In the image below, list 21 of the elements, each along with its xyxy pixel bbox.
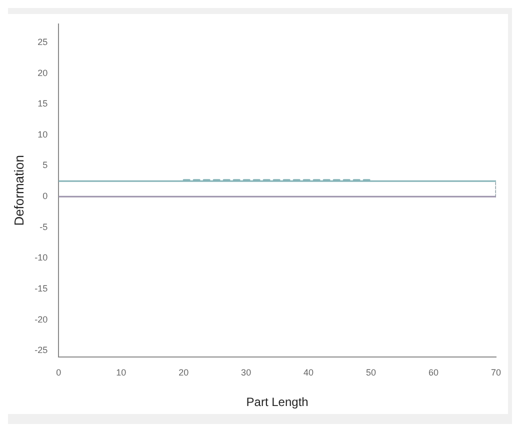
x-axis-title: Part Length	[246, 395, 308, 410]
y-tick-label: 0	[42, 191, 48, 202]
y-tick-label: -15	[34, 283, 48, 294]
y-axis-title: Deformation	[11, 154, 26, 226]
y-tick-label: -25	[34, 345, 48, 356]
x-tick-label: 50	[366, 368, 376, 378]
y-tick-label: 20	[38, 68, 48, 78]
y-tick-label: -5	[40, 222, 48, 232]
y-tick-label: 25	[38, 36, 48, 47]
x-tick-label: 0	[56, 368, 62, 378]
y-tick-label: -10	[34, 252, 48, 263]
x-tick-label: 30	[241, 368, 252, 378]
y-tick-label: 10	[38, 129, 48, 140]
y-tick-label: -20	[34, 314, 48, 324]
x-tick-label: 10	[116, 368, 126, 378]
y-tick-label: 5	[42, 160, 48, 170]
y-tick-label: 15	[38, 98, 48, 109]
x-tick-label: 60	[428, 368, 439, 378]
x-tick-label: 20	[178, 368, 189, 378]
x-tick-label: 40	[304, 368, 314, 378]
x-tick-label: 70	[490, 368, 502, 378]
